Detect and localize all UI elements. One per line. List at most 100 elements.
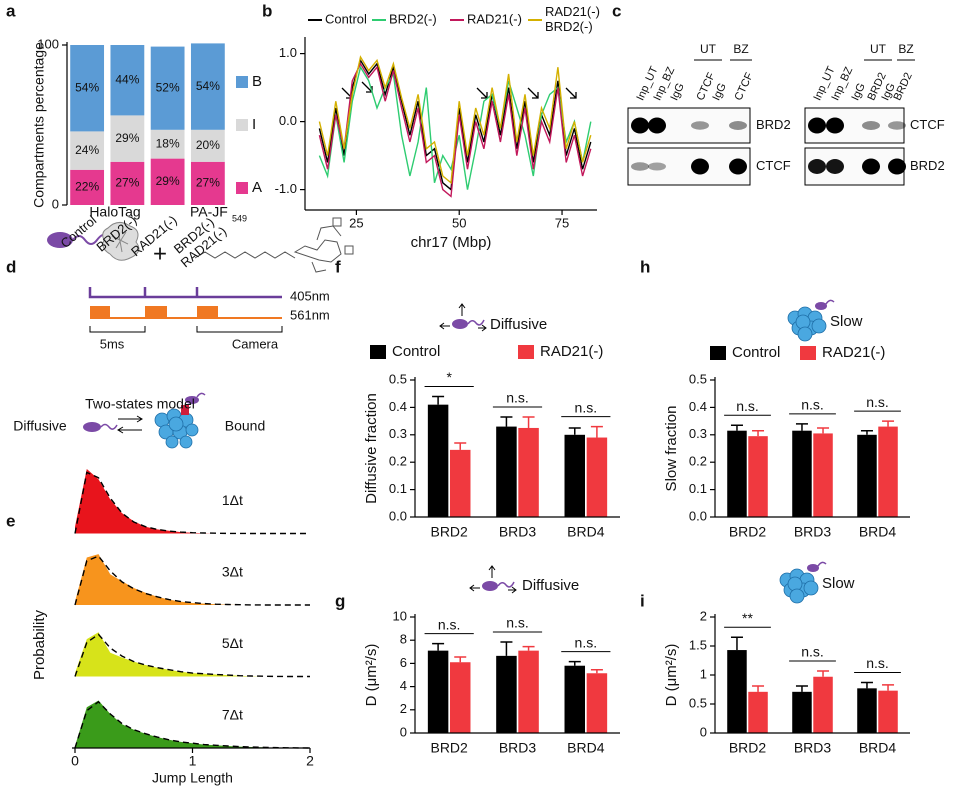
y-tick-label: 0.1 bbox=[689, 481, 707, 496]
error-bar bbox=[522, 416, 535, 428]
icon bbox=[439, 303, 487, 332]
x-tick-label: BRD4 bbox=[859, 740, 897, 756]
y-tick-label: 1.5 bbox=[689, 637, 707, 652]
y-tick-label: 0.5 bbox=[689, 371, 707, 386]
significance-label: n.s. bbox=[866, 655, 889, 671]
value-label: 29% bbox=[156, 174, 180, 188]
bar bbox=[427, 650, 449, 733]
significance-label: n.s. bbox=[801, 644, 824, 660]
blot-band bbox=[808, 159, 826, 174]
error-bar bbox=[590, 669, 603, 674]
error-bar bbox=[454, 656, 467, 663]
x-tick-label: BRD2 bbox=[729, 524, 767, 540]
blot-band bbox=[648, 117, 666, 134]
error-bar bbox=[817, 427, 830, 434]
y-tick-label: 0.2 bbox=[389, 454, 407, 469]
significance-label: n.s. bbox=[575, 399, 598, 415]
bar bbox=[496, 655, 517, 733]
legend-label: RAD21(-) bbox=[822, 344, 885, 361]
y-axis-label: D (μm²/s) bbox=[663, 644, 680, 707]
legend-label: A bbox=[252, 179, 262, 196]
x-tick-label: BRD2 bbox=[430, 740, 468, 756]
error-bar bbox=[795, 685, 808, 692]
bar bbox=[878, 690, 898, 733]
significance-label: n.s. bbox=[736, 398, 759, 414]
error-bar bbox=[752, 429, 765, 437]
scheme-text: Diffusive bbox=[13, 418, 67, 434]
y-tick-label: 0 bbox=[700, 724, 707, 739]
panel-label: f bbox=[335, 257, 341, 276]
series-line bbox=[318, 62, 592, 198]
panel-label: h bbox=[640, 257, 650, 276]
panel-label: d bbox=[6, 257, 16, 276]
blot-band bbox=[888, 121, 906, 130]
row-label: BRD2 bbox=[756, 117, 791, 132]
y-tick-label: 0.0 bbox=[689, 508, 707, 523]
legend-swatch bbox=[236, 119, 248, 131]
scheme-text: + bbox=[153, 240, 167, 267]
y-tick-label: 0 bbox=[52, 196, 59, 211]
value-label: 20% bbox=[196, 138, 220, 152]
error-bar bbox=[860, 681, 873, 689]
legend-swatch bbox=[518, 345, 534, 359]
value-label: 22% bbox=[75, 180, 99, 194]
panel-label: g bbox=[335, 591, 345, 610]
error-bar bbox=[432, 642, 445, 651]
blot-band bbox=[631, 162, 649, 171]
row-label: CTCF bbox=[910, 117, 945, 132]
icon-part bbox=[469, 565, 517, 594]
icon bbox=[787, 299, 835, 342]
scheme-text: 405nm bbox=[290, 288, 330, 303]
scheme-subscript: 549 bbox=[232, 213, 247, 223]
group-label: BZ bbox=[898, 42, 913, 56]
icon-part bbox=[797, 326, 813, 342]
legend-label: RAD21(-) bbox=[540, 343, 603, 360]
bar bbox=[792, 430, 812, 517]
bar bbox=[792, 691, 812, 733]
blot-band bbox=[691, 121, 709, 130]
x-tick-label: BRD2(-) RAD21(-) bbox=[168, 212, 229, 270]
icon-part bbox=[803, 580, 819, 596]
scheme-text: Two-states model bbox=[85, 396, 195, 412]
area bbox=[75, 469, 310, 534]
value-label: 24% bbox=[75, 143, 99, 157]
error-bar bbox=[590, 425, 603, 438]
scheme-text: 561nm bbox=[290, 307, 330, 322]
legend-swatch bbox=[800, 346, 816, 360]
lane-label: CTCF bbox=[732, 71, 755, 103]
y-tick-label: 0.0 bbox=[389, 508, 407, 523]
panel-label: i bbox=[640, 591, 645, 610]
icon-part bbox=[482, 581, 498, 591]
x-axis-label: Jump Length bbox=[152, 770, 233, 786]
row-label: 3Δt bbox=[222, 564, 243, 580]
area bbox=[75, 554, 310, 605]
chart-title: Slow bbox=[822, 575, 855, 592]
legend-swatch bbox=[370, 345, 386, 359]
y-tick-label: 0.3 bbox=[389, 426, 407, 441]
legend-swatch bbox=[236, 182, 248, 194]
lane-label: IgG bbox=[668, 81, 686, 102]
row-label: 1Δt bbox=[222, 492, 243, 508]
bar bbox=[857, 688, 877, 733]
significance-label: n.s. bbox=[801, 397, 824, 413]
area bbox=[75, 700, 310, 748]
legend-label: Control bbox=[325, 11, 367, 26]
y-tick-label: 0.0 bbox=[279, 113, 297, 128]
scheme-text: 5ms bbox=[100, 336, 125, 351]
row-label: CTCF bbox=[756, 158, 791, 173]
legend-label: RAD21(-) bbox=[467, 11, 522, 26]
bar-segment bbox=[190, 129, 225, 162]
y-tick-label: 0.4 bbox=[389, 399, 407, 414]
group-label: BZ bbox=[733, 42, 748, 56]
bar bbox=[586, 673, 608, 733]
x-tick-label: 0 bbox=[71, 753, 79, 769]
bar bbox=[518, 650, 539, 733]
bar-segment bbox=[110, 161, 145, 205]
bar bbox=[449, 449, 471, 517]
value-label: 54% bbox=[75, 80, 99, 94]
value-label: 52% bbox=[156, 80, 180, 94]
legend-label: RAD21(-) BRD2(-) bbox=[545, 4, 604, 34]
legend-swatch bbox=[236, 76, 248, 88]
error-bar bbox=[795, 423, 808, 431]
y-tick-label: 8 bbox=[400, 632, 407, 647]
